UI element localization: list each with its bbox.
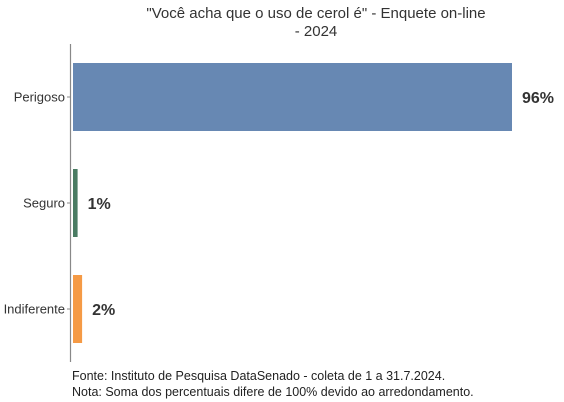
category-label-indiferente: Indiferente	[4, 302, 65, 317]
data-label-perigoso: 96%	[522, 90, 554, 107]
bar-seguro	[73, 169, 78, 237]
source-note: Fonte: Instituto de Pesquisa DataSenado …	[72, 369, 445, 383]
data-label-indiferente: 2%	[92, 302, 115, 319]
bar-indiferente	[73, 275, 83, 343]
category-label-seguro: Seguro	[23, 196, 65, 211]
data-label-seguro: 1%	[88, 196, 111, 213]
rounding-note: Nota: Soma dos percentuais difere de 100…	[72, 385, 474, 399]
bars-layer: 96% 1% 2%	[73, 63, 554, 343]
chart-title: "Você acha que o uso de cerol é" - Enque…	[146, 5, 485, 22]
bar-perigoso	[73, 63, 512, 131]
category-label-perigoso: Perigoso	[14, 90, 65, 105]
chart-subtitle: - 2024	[295, 23, 338, 40]
category-ticks: Perigoso Seguro Indiferente	[4, 90, 71, 317]
